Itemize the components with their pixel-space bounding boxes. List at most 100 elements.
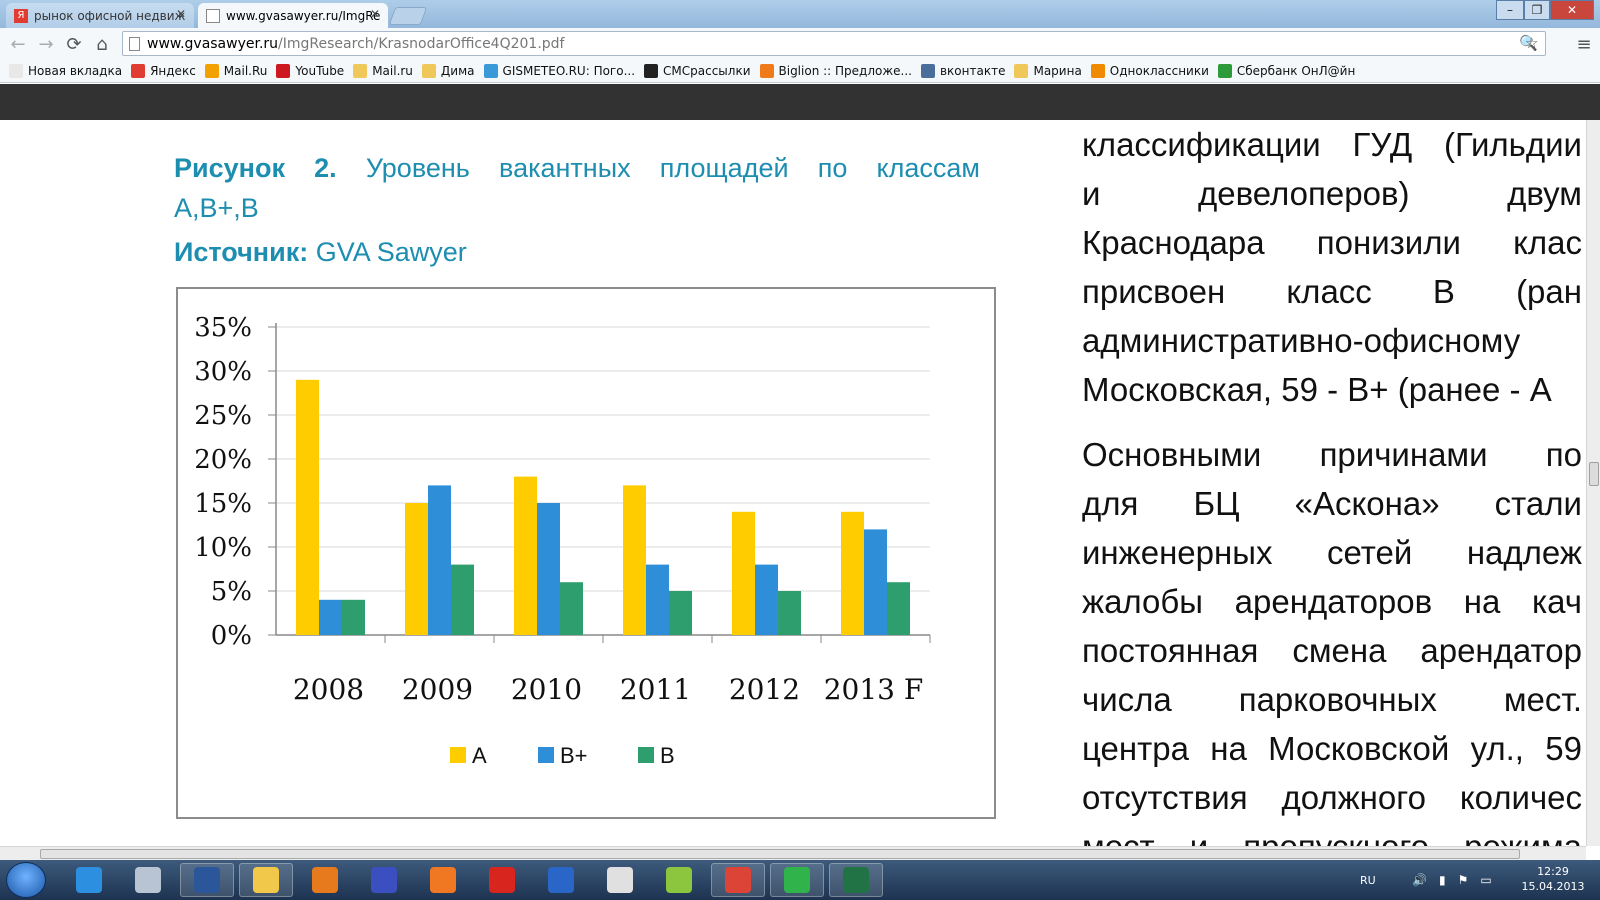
y-tick-label: 15% xyxy=(194,489,252,519)
close-icon[interactable]: ✕ xyxy=(175,7,186,21)
bookmark-item[interactable]: Яндекс xyxy=(131,63,196,78)
forward-button[interactable]: → xyxy=(38,33,54,55)
home-button[interactable]: ⌂ xyxy=(96,33,108,55)
text-word: отсутствия xyxy=(1082,779,1248,816)
minimize-button[interactable]: – xyxy=(1496,0,1524,20)
taskbar-app[interactable] xyxy=(416,863,470,897)
taskbar-app[interactable] xyxy=(534,863,588,897)
bookmark-item[interactable]: Новая вкладка xyxy=(9,63,122,78)
bookmark-item[interactable]: Сбербанк ОнЛ@йн xyxy=(1217,63,1355,78)
start-button[interactable] xyxy=(6,862,46,898)
word-icon xyxy=(194,867,220,893)
system-clock[interactable]: 12:29 15.04.2013 xyxy=(1520,864,1586,894)
bookmark-item[interactable]: вконтакте xyxy=(920,63,1005,78)
taskbar-app[interactable] xyxy=(121,863,175,897)
vertical-scrollbar[interactable] xyxy=(1586,120,1600,846)
taskbar-app[interactable] xyxy=(711,863,765,897)
bookmark-label: Марина xyxy=(1033,63,1082,78)
x-tick-label: 2010 xyxy=(511,673,582,706)
folder-icon xyxy=(353,63,368,78)
text-word: смена xyxy=(1292,632,1387,669)
bookmark-label: Яндекс xyxy=(150,63,196,78)
horizontal-scroll-thumb[interactable] xyxy=(40,849,1520,859)
taskbar-app[interactable] xyxy=(829,863,883,897)
vacancy-chart-svg: 0% 5% 10% 15% 20% 25% 30% 35% 2008 2009 2010 2011 20… xyxy=(194,313,931,768)
maximize-button[interactable]: ❐ xyxy=(1524,0,1550,20)
figure-caption: Рисунок 2. Уровень вакантных площадей по… xyxy=(174,148,980,228)
text-word: количес xyxy=(1459,779,1582,816)
bookmark-item[interactable]: GISMETEO.RU: Пого... xyxy=(483,63,635,78)
bookmark-item[interactable]: СМСрассылки xyxy=(644,63,751,78)
text-word: кач xyxy=(1532,583,1582,620)
text-line: Основными причинами по xyxy=(1082,430,1582,479)
y-tick-label: 35% xyxy=(194,313,252,343)
taskbar-app[interactable] xyxy=(593,863,647,897)
clock-date: 15.04.2013 xyxy=(1521,880,1585,893)
vacancy-chart: 0% 5% 10% 15% 20% 25% 30% 35% 2008 2009 2010 2011 20… xyxy=(176,287,996,819)
taskbar-app[interactable] xyxy=(62,863,116,897)
text-word: жалобы xyxy=(1082,583,1204,620)
text-word: мест xyxy=(1082,822,1155,846)
bookmark-item[interactable]: Марина xyxy=(1014,63,1082,78)
menu-wrench-icon[interactable]: ≡ xyxy=(1576,33,1592,55)
text-line: присвоен класс В (ран xyxy=(1082,267,1582,316)
network-icon[interactable]: ▮ xyxy=(1438,873,1446,887)
close-icon[interactable]: ✕ xyxy=(369,7,380,21)
bar-В+-2013 F xyxy=(864,529,887,635)
text-word: должного xyxy=(1281,779,1426,816)
weather-icon xyxy=(483,63,498,78)
back-button[interactable]: ← xyxy=(10,33,26,55)
taskbar-app[interactable] xyxy=(357,863,411,897)
taskbar-app[interactable] xyxy=(652,863,706,897)
text-word: (ран xyxy=(1516,273,1582,310)
language-indicator[interactable]: RU xyxy=(1360,860,1376,900)
text-word: (Гильдии xyxy=(1443,126,1582,163)
taskbar-app[interactable] xyxy=(298,863,352,897)
taskbar-app[interactable] xyxy=(180,863,234,897)
text-line: Московская, 59 - В+ (ранее - А xyxy=(1082,365,1582,414)
bookmark-label: Дима xyxy=(440,63,475,78)
tab-icon xyxy=(9,63,23,78)
text-line: классификации ГУД (Гильдии xyxy=(1082,120,1582,169)
mail-agent-icon xyxy=(784,867,810,893)
figure-title: Уровень вакантных площадей по классам А,… xyxy=(174,153,980,223)
windows-taskbar: RU 🔊 ▮ ⚑ ▭ 12:29 15.04.2013 xyxy=(0,860,1600,900)
bar-В+-2008 xyxy=(319,599,342,635)
clock-time: 12:29 xyxy=(1537,865,1569,878)
y-tick-label: 5% xyxy=(211,577,252,607)
bookmark-item[interactable]: Mail.Ru xyxy=(204,63,267,78)
volume-icon[interactable]: 🔊 xyxy=(1412,873,1427,887)
new-tab-button[interactable] xyxy=(388,7,428,25)
text-word: центра xyxy=(1082,730,1189,767)
text-word: и xyxy=(1190,822,1208,846)
text-word: режима xyxy=(1464,822,1582,846)
reload-button[interactable]: ⟳ xyxy=(66,33,82,55)
bookmark-item[interactable]: Mail.ru xyxy=(353,63,413,78)
mailru-icon xyxy=(204,63,219,78)
taskbar-app[interactable] xyxy=(239,863,293,897)
battery-icon[interactable]: ▭ xyxy=(1480,873,1492,887)
tab-office-market[interactable]: Я рынок офисной недвиж ✕ xyxy=(6,3,194,28)
text-word: Основными xyxy=(1082,436,1262,473)
flag-icon[interactable]: ⚑ xyxy=(1457,873,1469,887)
address-bar[interactable]: www.gvasawyer.ru/ImgResearch/KrasnodarOf… xyxy=(122,31,1546,56)
horizontal-scrollbar[interactable] xyxy=(0,846,1586,860)
vertical-scroll-thumb[interactable] xyxy=(1589,462,1599,486)
pdf-viewer-bar xyxy=(0,84,1600,120)
star-icon[interactable]: ☆ xyxy=(1525,34,1539,52)
taskbar-app[interactable] xyxy=(475,863,529,897)
close-window-button[interactable]: ✕ xyxy=(1550,0,1594,20)
bookmark-item[interactable]: Одноклассники xyxy=(1090,63,1209,78)
text-line: для БЦ «Аскона» стали xyxy=(1082,479,1582,528)
bookmark-item[interactable]: Дима xyxy=(421,63,475,78)
bookmark-item[interactable]: Biglion :: Предложе... xyxy=(759,63,912,78)
text-word: понизили xyxy=(1316,224,1461,261)
page-icon xyxy=(129,37,140,51)
text-line: административно-офисному xyxy=(1082,316,1582,365)
tab-gvasawyer[interactable]: www.gvasawyer.ru/ImgRe ✕ xyxy=(198,3,388,28)
taskbar-app[interactable] xyxy=(770,863,824,897)
source-value: GVA Sawyer xyxy=(315,237,467,267)
text-word: клас xyxy=(1513,224,1582,261)
zoom-icon[interactable]: 🔍 xyxy=(1519,34,1538,52)
bookmark-item[interactable]: YouTube xyxy=(276,63,344,78)
